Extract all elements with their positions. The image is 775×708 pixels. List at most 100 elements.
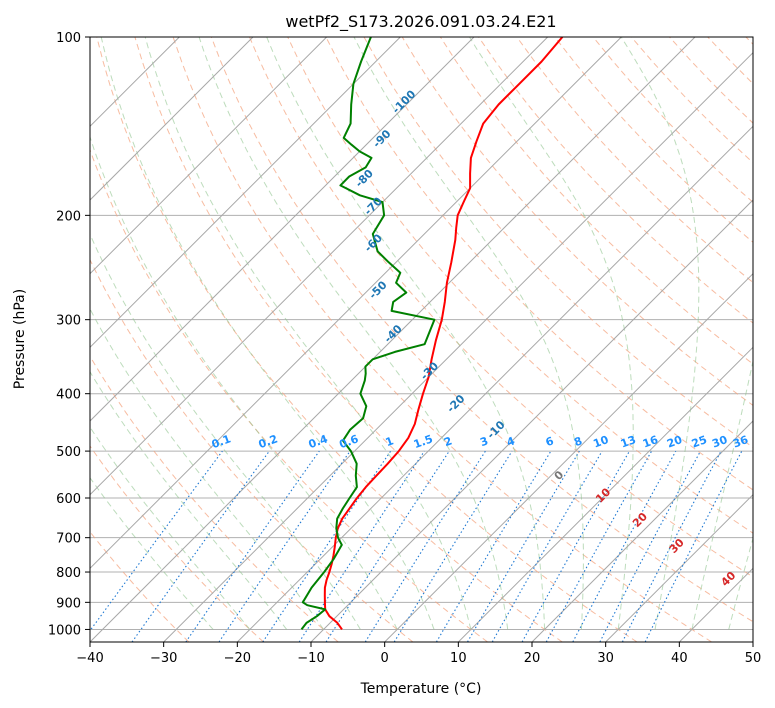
dewpoint-trace bbox=[300, 37, 436, 631]
y-tick-label: 200 bbox=[56, 209, 81, 224]
mixing-ratio-label: 8 bbox=[572, 434, 584, 449]
mixing-ratio-line bbox=[545, 450, 653, 642]
isotherm-line bbox=[90, 37, 475, 422]
moist-adiabat bbox=[728, 536, 753, 630]
mixing-ratio-label: 10 bbox=[591, 433, 610, 451]
x-axis-label: Temperature (°C) bbox=[360, 681, 482, 697]
y-tick-label: 700 bbox=[56, 532, 81, 547]
mixing-ratio-label: 13 bbox=[619, 433, 638, 450]
isobar-gridlines bbox=[90, 37, 753, 630]
sounding-traces bbox=[300, 37, 564, 631]
mixing-ratio-label: 36 bbox=[731, 433, 750, 451]
isotherm-line bbox=[605, 493, 753, 642]
mixing-ratio-label: 0.4 bbox=[307, 432, 330, 451]
isotherm-line bbox=[384, 272, 753, 642]
isotherm-line bbox=[90, 37, 696, 642]
dry-adiabats bbox=[90, 37, 753, 642]
moist-adiabat bbox=[353, 37, 584, 630]
mixing-ratio-label: 6 bbox=[544, 434, 556, 449]
mixing-ratio-line bbox=[218, 450, 351, 642]
dry-adiabat bbox=[516, 37, 753, 284]
moist-adiabat bbox=[90, 370, 288, 630]
mixing-ratio-line bbox=[325, 450, 450, 642]
mixing-ratio-label: 20 bbox=[665, 433, 684, 451]
chart-title: wetPf2_S173.2026.091.03.24.E21 bbox=[285, 12, 556, 32]
dry-adiabat bbox=[172, 37, 712, 642]
isotherm-line bbox=[310, 199, 753, 642]
y-axis-label: Pressure (hPa) bbox=[12, 289, 28, 389]
temperature-trace bbox=[323, 37, 564, 630]
moist-adiabat bbox=[90, 426, 251, 630]
moist-adiabat bbox=[198, 37, 509, 630]
x-tick-label: 20 bbox=[524, 651, 541, 666]
isotherm-line bbox=[90, 37, 254, 201]
mixing-ratio-line bbox=[393, 450, 513, 642]
y-tick-label: 100 bbox=[56, 31, 81, 46]
moist-adiabat bbox=[90, 476, 214, 630]
moist-adiabat bbox=[266, 37, 546, 630]
x-tick-label: −40 bbox=[76, 651, 103, 666]
x-tick-label: −20 bbox=[224, 651, 251, 666]
mixing-ratio-label: 1 bbox=[384, 434, 396, 449]
mixing-ratio-line bbox=[521, 450, 630, 642]
mixing-ratio-line bbox=[90, 450, 223, 632]
y-tick-label: 600 bbox=[56, 492, 81, 507]
dry-adiabat bbox=[249, 37, 753, 578]
isotherm-line bbox=[163, 51, 753, 642]
moist-adiabat bbox=[100, 37, 435, 630]
isotherm-line bbox=[236, 125, 753, 642]
x-tick-label: 30 bbox=[597, 651, 614, 666]
mixing-ratio-line bbox=[185, 450, 320, 642]
moist-adiabat bbox=[144, 37, 472, 630]
x-tick-label: −10 bbox=[297, 651, 324, 666]
moist-adiabats bbox=[90, 37, 753, 630]
mixing-ratio-label: 3 bbox=[478, 434, 490, 449]
moist-adiabat bbox=[90, 232, 361, 630]
isotherm-line bbox=[90, 37, 328, 275]
isotherm-line bbox=[531, 420, 753, 642]
mixing-ratio-label: 4 bbox=[505, 434, 517, 449]
mixing-ratio-line bbox=[644, 450, 743, 642]
isotherm-line bbox=[90, 37, 622, 570]
moist-adiabat bbox=[90, 135, 398, 630]
mixing-ratio-label: 1.5 bbox=[412, 432, 435, 451]
y-tick-label: 400 bbox=[56, 388, 81, 403]
moist-adiabat bbox=[469, 37, 634, 630]
moist-adiabat bbox=[691, 358, 753, 630]
y-tick-label: 1000 bbox=[48, 623, 81, 638]
mixing-ratio-label: 30 bbox=[710, 433, 729, 451]
mixing-ratio-label: 25 bbox=[690, 433, 709, 450]
dry-adiabat bbox=[210, 37, 753, 623]
y-tick-label: 500 bbox=[56, 445, 81, 460]
plot-frame bbox=[89, 36, 754, 643]
dry-adiabat bbox=[90, 445, 264, 642]
dry-adiabat bbox=[134, 37, 638, 642]
dry-adiabat bbox=[287, 37, 753, 534]
x-tick-label: 50 bbox=[745, 651, 762, 666]
mixing-ratio-label: 16 bbox=[641, 433, 660, 451]
x-tick-label: −30 bbox=[150, 651, 177, 666]
x-tick-label: 10 bbox=[450, 651, 467, 666]
mixing-ratio-line bbox=[262, 450, 392, 642]
mixing-ratio-line bbox=[131, 450, 270, 642]
mixing-ratio-label: 0.1 bbox=[210, 432, 233, 451]
dry-adiabat bbox=[96, 37, 563, 642]
axes: −40 −30 −20 −10 0 10 20 30 40 5010020030040050060… bbox=[48, 31, 761, 666]
mixing-ratio-label: 0.2 bbox=[257, 432, 280, 451]
mixing-ratio-label: 0.6 bbox=[338, 432, 361, 451]
y-tick-label: 800 bbox=[56, 566, 81, 581]
dry-adiabat bbox=[90, 258, 414, 642]
y-tick-label: 300 bbox=[56, 314, 81, 329]
y-tick-label: 900 bbox=[56, 596, 81, 611]
moist-adiabat bbox=[620, 37, 700, 630]
x-tick-label: 40 bbox=[671, 651, 688, 666]
isotherm-line bbox=[90, 37, 401, 349]
mixing-ratio-line bbox=[572, 450, 677, 642]
dry-adiabat bbox=[90, 355, 339, 642]
dry-adiabat bbox=[325, 37, 753, 491]
isotherm-line bbox=[90, 37, 549, 496]
moist-adiabat bbox=[90, 308, 325, 630]
mixing-ratio-label: 2 bbox=[442, 434, 454, 449]
isotherm-gridlines bbox=[90, 37, 753, 642]
